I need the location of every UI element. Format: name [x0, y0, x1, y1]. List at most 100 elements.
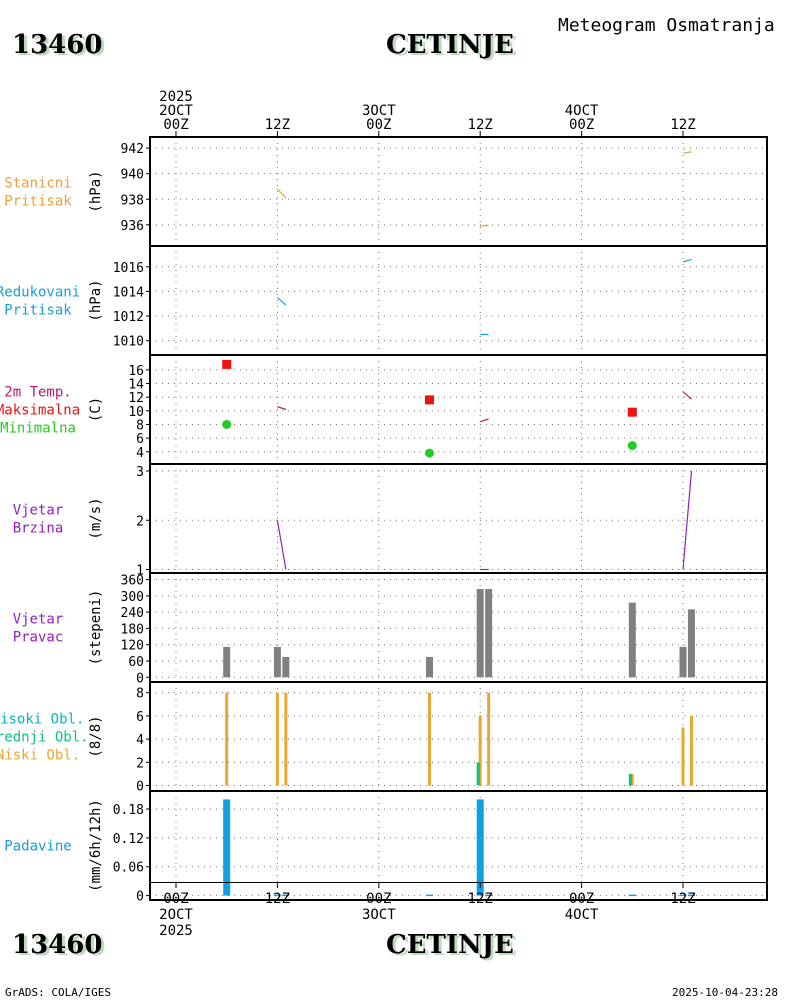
top-time-label: 00Z [163, 117, 188, 133]
temp-max-marker [222, 359, 232, 369]
precip-bar [273, 894, 281, 897]
top-time-label: 4OCT [565, 103, 599, 119]
top-time-label: 00Z [569, 117, 594, 133]
series-line-segment [682, 470, 693, 570]
cloud-bar [275, 692, 279, 786]
y-tick-label: 0 [136, 671, 144, 686]
wind-direction-bar [679, 646, 687, 678]
y-tick-label: 0 [136, 780, 144, 795]
y-tick-label: 8 [136, 687, 144, 702]
panel-label: Visoki Obl. [0, 712, 84, 728]
y-axis-unit-label: (mm/6h/12h) [88, 799, 104, 892]
y-tick-label: 6 [136, 432, 144, 447]
panel-label: Brzina [13, 521, 64, 537]
y-tick-label: 3 [136, 465, 144, 480]
y-tick-label: 940 [121, 168, 144, 183]
cloud-bar [478, 715, 482, 786]
y-tick-label: 942 [121, 142, 144, 157]
temp-min-marker [222, 419, 232, 429]
panel-frame [149, 463, 768, 574]
station-name-top: CETINJE [386, 30, 514, 60]
y-tick-label: 6 [136, 710, 144, 725]
cloud-bar [428, 692, 431, 786]
panel-reduced-pressure: 1010 1012 1014 1016 (hPa) Redukovani Pritisak [0, 245, 768, 356]
y-tick-label: 180 [121, 622, 144, 637]
chart-title: Meteogram Osmatranja [558, 15, 775, 36]
wind-direction-bar [628, 602, 636, 678]
series-line-segment [277, 406, 287, 411]
panel-label: Niski Obl. [0, 748, 80, 764]
panel-station-pressure: 936 938 940 942 (hPa) Stanicni Pritisak [4, 136, 768, 247]
precip-bar [687, 894, 695, 897]
y-tick-label: 0 [136, 890, 144, 905]
panel-group: 936938940942(hPa)StanicniPritisak1010101… [0, 136, 768, 905]
temp-max-marker [425, 395, 434, 405]
series-line-segment [682, 391, 692, 400]
y-tick-label: 10 [128, 405, 144, 420]
bottom-time-label: 00Z [366, 891, 391, 907]
y-tick-label: 360 [121, 574, 144, 589]
y-tick-label: 0.06 [113, 861, 144, 876]
y-tick-label: 4 [136, 733, 144, 748]
panel-label: 2m Temp. [4, 385, 71, 401]
station-name-bottom-shadow: CETINJE [389, 932, 517, 962]
wind-direction-bar [223, 646, 231, 678]
y-tick-label: 1012 [113, 310, 144, 325]
station-id-top: 13460 [12, 30, 102, 60]
station-id-shadow: 13460 [15, 32, 105, 62]
precip-bar [223, 799, 231, 896]
y-tick-label: 120 [121, 639, 144, 654]
y-tick-label: 8 [136, 418, 144, 433]
y-tick-label: 1016 [113, 261, 144, 276]
wind-direction-bar [476, 589, 484, 678]
wind-direction-bar [687, 609, 695, 678]
y-axis-unit-label: (8/8) [88, 715, 104, 757]
y-tick-label: 1 [136, 564, 144, 579]
y-tick-label: 300 [121, 590, 144, 605]
y-tick-label: 936 [121, 219, 144, 234]
bottom-time-label: 00Z [163, 891, 188, 907]
series-line-segment [276, 188, 287, 199]
wind-direction-bar [282, 656, 290, 678]
bottom-time-label: 12Z [670, 891, 695, 907]
precip-bar [476, 799, 484, 896]
series-line-segment [277, 297, 287, 306]
cloud-bar [689, 715, 693, 786]
panel-label: Srednji Obl. [0, 730, 89, 746]
panel-label: Padavine [4, 839, 71, 855]
temp-min-marker [627, 441, 637, 451]
series-line-segment [276, 520, 287, 570]
series-line-segment [682, 151, 692, 154]
panel-wind-speed: 1 2 3 (m/s) Vjetar Brzina [13, 463, 768, 579]
footer-credit: GrADS: COLA/IGES [5, 986, 111, 999]
panel-frame [149, 572, 768, 683]
cloud-bar [487, 692, 491, 786]
bottom-time-label: 4OCT [565, 907, 599, 923]
panel-label: Maksimalna [0, 403, 80, 419]
station-name-shadow: CETINJE [389, 32, 517, 62]
station-name-bottom: CETINJE [386, 930, 514, 960]
top-time-label: 12Z [670, 117, 695, 133]
panel-precipitation: 0 0.06 0.12 0.18 (mm/6h/12h) Padavine [4, 790, 768, 905]
y-tick-label: 12 [128, 391, 144, 406]
panel-label: Pravac [13, 630, 64, 646]
panel-label: Vjetar [13, 612, 64, 628]
y-axis-unit-label: (hPa) [88, 279, 104, 321]
y-tick-label: 2 [136, 756, 144, 771]
y-tick-label: 1014 [113, 285, 144, 300]
y-axis-unit-label: (C) [88, 397, 104, 422]
wind-direction-bar [426, 656, 433, 678]
cloud-bar [476, 762, 480, 786]
wind-direction-bar [485, 589, 493, 678]
y-tick-label: 4 [136, 446, 144, 461]
panel-label: Redukovani [0, 285, 80, 301]
top-time-label: 12Z [468, 117, 493, 133]
panel-label: Stanicni [4, 176, 71, 192]
station-id-bottom-shadow: 13460 [15, 932, 105, 962]
bottom-time-label: 2OCT [159, 907, 193, 923]
wind-direction-bar [273, 646, 281, 678]
series-line-segment [480, 224, 489, 227]
